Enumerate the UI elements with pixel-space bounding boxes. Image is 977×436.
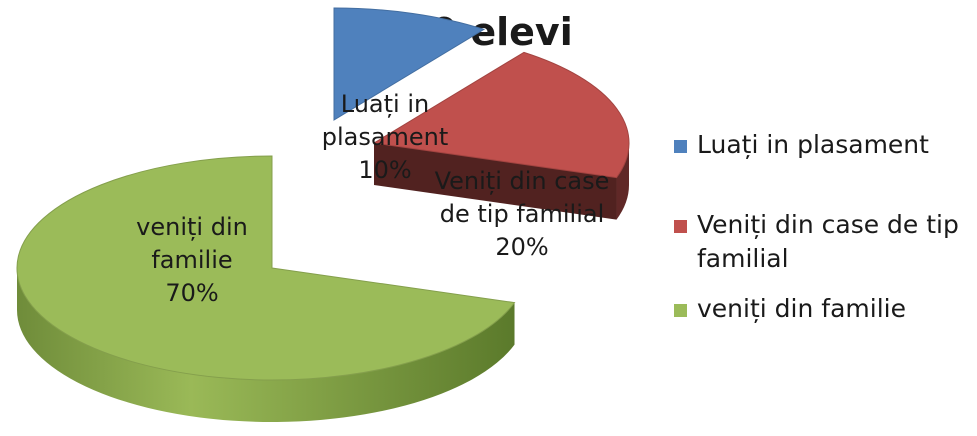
legend-label: Veniți din case de tip familial	[697, 210, 959, 273]
slice-side	[17, 268, 515, 422]
legend-swatch	[674, 220, 687, 233]
pie-slice[interactable]	[333, 7, 486, 162]
slice-top	[333, 7, 486, 121]
data-label: Luați in plasament 10%	[322, 90, 449, 184]
legend-item[interactable]: Veniți din case de tip familial	[674, 208, 969, 276]
legend-swatch	[674, 304, 687, 317]
legend-swatch	[674, 140, 687, 153]
legend-item[interactable]: Luați in plasament	[674, 128, 969, 162]
slice-side	[616, 143, 629, 220]
data-label: veniți din familie 70%	[136, 213, 248, 307]
pie-slice[interactable]	[372, 51, 630, 220]
slice-top	[16, 155, 516, 381]
slice-cut-face	[374, 143, 617, 220]
pie-slice[interactable]	[16, 155, 516, 422]
data-label: Veniți din case de tip familial 20%	[435, 167, 610, 261]
slice-top	[372, 51, 630, 179]
legend-item[interactable]: veniți din familie	[674, 292, 969, 326]
legend-label: veniți din familie	[697, 294, 906, 323]
legend: Luați in plasament Veniți din case de ti…	[674, 128, 969, 326]
legend-label: Luați in plasament	[697, 130, 929, 159]
